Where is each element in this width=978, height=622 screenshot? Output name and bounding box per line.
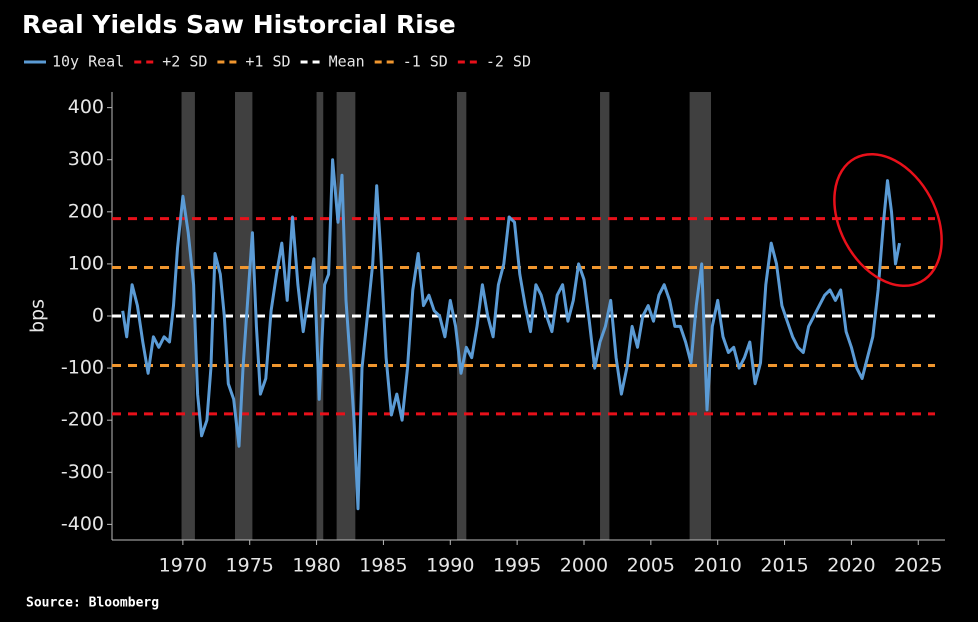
x-tick-label: 2005 xyxy=(627,555,675,577)
x-tick-label: 1990 xyxy=(426,555,474,577)
x-tick-label: 1970 xyxy=(159,555,207,577)
y-axis-label: bps xyxy=(27,299,49,333)
x-tick-label: 2010 xyxy=(694,555,742,577)
y-tick-label: -100 xyxy=(61,357,104,379)
legend-label: +1 SD xyxy=(245,53,290,71)
recession-band xyxy=(600,92,610,540)
x-tick-label: 1995 xyxy=(493,555,541,577)
y-tick-label: 300 xyxy=(68,148,104,170)
x-tick-label: 2015 xyxy=(760,555,808,577)
legend-label: +2 SD xyxy=(162,53,207,71)
y-tick-label: 100 xyxy=(68,252,104,274)
x-tick-label: 2020 xyxy=(827,555,875,577)
source: Source: Bloomberg xyxy=(26,596,159,611)
highlight-circle xyxy=(833,152,943,288)
x-tick-label: 1985 xyxy=(359,555,407,577)
y-tick-label: 400 xyxy=(68,96,104,118)
recession-band xyxy=(456,92,467,540)
chart-title: Real Yields Saw Historcial Rise xyxy=(22,10,456,39)
recession-band xyxy=(316,92,324,540)
x-tick-label: 1975 xyxy=(226,555,274,577)
legend-label: Mean xyxy=(329,53,365,71)
y-tick-label: 200 xyxy=(68,200,104,222)
recession-band xyxy=(689,92,712,540)
legend-label: 10y Real xyxy=(52,53,124,71)
legend-label: -2 SD xyxy=(486,53,531,71)
y-tick-label: -400 xyxy=(61,513,104,535)
y-tick-label: 0 xyxy=(92,305,104,327)
legend-label: -1 SD xyxy=(403,53,448,71)
x-tick-label: 1980 xyxy=(292,555,340,577)
legend: 10y Real +2 SD +1 SD Mean -1 SD -2 SD xyxy=(24,53,531,71)
y-tick-label: -300 xyxy=(61,461,104,483)
x-tick-label: 2025 xyxy=(894,555,942,577)
series-line xyxy=(121,158,901,511)
y-tick-label: -200 xyxy=(61,409,104,431)
x-tick-label: 2000 xyxy=(560,555,608,577)
